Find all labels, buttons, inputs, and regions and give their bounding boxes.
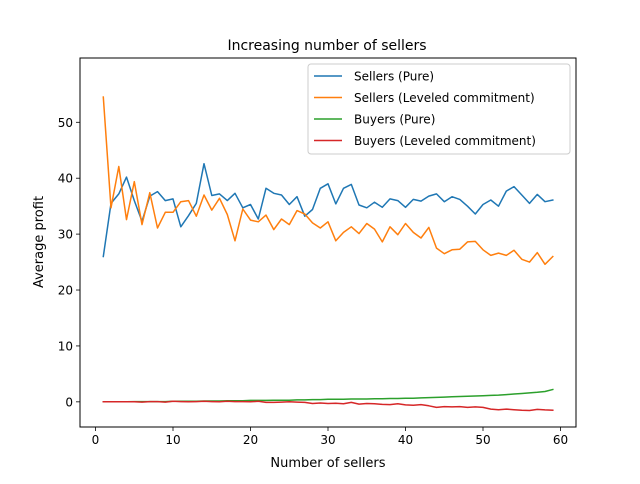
x-axis-ticks: 0 10 20 30 40 50 60	[92, 427, 568, 447]
legend-label-3: Buyers (Pure)	[354, 113, 435, 127]
y-tick-label: 10	[58, 339, 73, 353]
x-tick-label: 50	[475, 433, 490, 447]
legend: Sellers (Pure) Sellers (Leveled commitmen…	[307, 63, 571, 155]
y-tick-label: 50	[58, 116, 73, 130]
x-axis-label: Number of sellers	[270, 456, 385, 471]
series-line-2	[102, 96, 554, 266]
x-tick-label: 10	[165, 433, 180, 447]
legend-label-2: Sellers (Leveled commitment)	[354, 91, 535, 105]
x-tick-label: 40	[398, 433, 413, 447]
y-tick-label: 0	[65, 395, 73, 409]
series-lines	[102, 96, 554, 412]
legend-label-1: Sellers (Pure)	[354, 70, 434, 84]
y-axis-label: Average profit	[32, 196, 47, 288]
legend-box	[307, 63, 571, 155]
y-tick-label: 30	[58, 228, 73, 242]
x-tick-label: 0	[92, 433, 100, 447]
x-tick-label: 60	[553, 433, 568, 447]
y-tick-label: 40	[58, 172, 73, 186]
x-tick-label: 20	[243, 433, 258, 447]
chart-title: Increasing number of sellers	[227, 38, 426, 54]
legend-label-4: Buyers (Leveled commitment)	[354, 134, 536, 148]
y-axis-ticks: 0 10 20 30 40 50	[58, 116, 80, 409]
series-line-4	[102, 400, 554, 412]
series-line-3	[102, 388, 554, 403]
series-line-1	[102, 162, 554, 258]
x-tick-label: 30	[320, 433, 335, 447]
y-tick-label: 20	[58, 284, 73, 298]
